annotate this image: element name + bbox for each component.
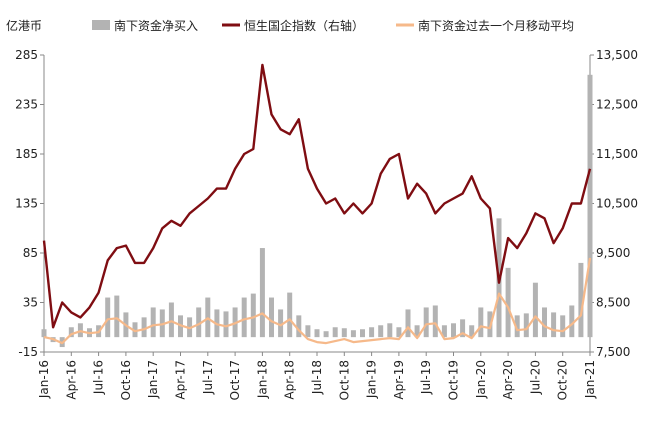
bar-Jan-18 — [259, 248, 265, 338]
x-tick-label: Jul-20 — [528, 360, 542, 395]
left-tick-label: 235 — [15, 98, 38, 112]
x-tick-label: Apr-18 — [283, 360, 297, 400]
x-tick-label: Jan-17 — [146, 360, 160, 399]
bar-Jan-21 — [587, 74, 593, 338]
bar-Oct-19 — [450, 323, 457, 338]
bar-Dec-18 — [359, 329, 366, 338]
bar-Sep-20 — [551, 312, 557, 338]
bar-Jul-20 — [532, 282, 538, 338]
bar-Oct-20 — [560, 315, 566, 338]
x-tick-label: Oct-17 — [228, 360, 242, 400]
bar-Apr-18 — [287, 292, 293, 338]
bar-Sep-18 — [332, 327, 338, 338]
x-tick-label: Jan-18 — [255, 360, 269, 399]
x-tick-label: Oct-18 — [337, 360, 351, 400]
x-tick-label: Jan-20 — [474, 360, 488, 399]
bar-Jul-18 — [314, 329, 320, 338]
left-unit-label: 亿港币 — [6, 18, 42, 33]
bar-Aug-18 — [323, 331, 329, 338]
legend-swatch-bars — [92, 20, 110, 30]
bar-Jun-17 — [196, 307, 202, 338]
bars-group — [41, 74, 593, 348]
legend: 亿港币 南下资金净买入 恒生国企指数（右轴） 南下资金过去一个月移动平均 — [6, 18, 574, 33]
left-tick-label: -15 — [18, 345, 38, 359]
x-tick-label: Jul-17 — [201, 360, 215, 395]
legend-label-index: 恒生国企指数（右轴） — [244, 18, 364, 33]
x-tick-label: Oct-16 — [119, 360, 133, 400]
x-tick-label: Apr-19 — [392, 360, 406, 400]
x-tick-label: Oct-20 — [556, 360, 570, 400]
bar-Dec-19 — [469, 325, 475, 338]
bar-Aug-16 — [105, 297, 111, 338]
right-tick-label: 7,500 — [596, 345, 630, 359]
bar-Apr-16 — [68, 327, 74, 338]
bar-Apr-20 — [505, 267, 511, 338]
x-tick-label: Jan-19 — [365, 360, 379, 399]
bar-Mar-17 — [168, 302, 174, 338]
series-line-index — [42, 63, 592, 329]
bar-Jun-19 — [414, 325, 420, 338]
legend-label-bars: 南下资金净买入 — [114, 18, 198, 33]
bar-Sep-17 — [223, 311, 229, 338]
left-tick-label: 35 — [23, 296, 38, 310]
x-tick-label: Oct-19 — [447, 360, 461, 400]
right-tick-label: 8,500 — [596, 296, 630, 310]
bar-Nov-19 — [460, 319, 466, 338]
bar-Aug-20 — [541, 307, 548, 338]
axes: -15 35 85 135 185 235 285 7,500 8,500 9,500 10,500… — [15, 48, 638, 400]
bar-Jan-19 — [369, 327, 375, 338]
legend-label-ma: 南下资金过去一个月移动平均 — [418, 18, 574, 33]
bar-Oct-18 — [341, 328, 347, 338]
left-tick-label: 285 — [15, 48, 38, 62]
bar-Aug-19 — [432, 305, 438, 338]
bar-Dec-16 — [141, 317, 147, 338]
x-tick-label: Apr-16 — [64, 360, 78, 400]
x-tick-label: Jul-18 — [310, 360, 324, 395]
x-tick-label: Apr-20 — [501, 360, 515, 400]
bar-Sep-16 — [114, 295, 120, 338]
bar-Jul-19 — [423, 307, 429, 338]
x-tick-label: Jul-19 — [419, 360, 433, 395]
x-tick-label: Jul-16 — [92, 360, 106, 395]
left-tick-label: 185 — [15, 147, 38, 161]
x-tick-label: Jan-16 — [37, 360, 51, 399]
bar-Jan-20 — [478, 307, 484, 338]
bar-Jun-18 — [305, 325, 311, 338]
bar-May-19 — [405, 309, 411, 338]
bar-Dec-17 — [250, 293, 256, 338]
bar-Nov-17 — [241, 297, 247, 338]
left-tick-label: 85 — [23, 246, 38, 260]
bar-May-20 — [514, 315, 520, 338]
bar-Sep-19 — [441, 325, 447, 338]
bar-Apr-19 — [396, 327, 402, 338]
bar-Dec-20 — [578, 262, 584, 338]
right-tick-label: 9,500 — [596, 246, 630, 260]
bar-Mar-18 — [278, 309, 284, 338]
bar-Mar-19 — [387, 323, 393, 338]
right-tick-label: 11,500 — [596, 147, 638, 161]
x-tick-label: Jan-21 — [583, 360, 597, 399]
series-line-moving-average — [43, 257, 592, 345]
bar-Nov-16 — [132, 322, 138, 338]
bar-Jun-20 — [523, 313, 529, 338]
bar-Jan-17 — [150, 307, 156, 338]
bar-Nov-18 — [350, 330, 356, 338]
bar-Feb-18 — [268, 297, 275, 338]
bar-Jan-16 — [41, 329, 47, 338]
lines-group — [42, 63, 592, 345]
right-tick-label: 13,500 — [596, 48, 638, 62]
left-tick-label: 135 — [15, 197, 38, 211]
bar-Nov-20 — [569, 305, 575, 338]
right-tick-label: 12,500 — [596, 98, 638, 112]
bar-May-18 — [296, 315, 302, 338]
right-tick-label: 10,500 — [596, 197, 638, 211]
x-tick-label: Apr-17 — [174, 360, 188, 400]
bar-Feb-19 — [378, 325, 384, 338]
